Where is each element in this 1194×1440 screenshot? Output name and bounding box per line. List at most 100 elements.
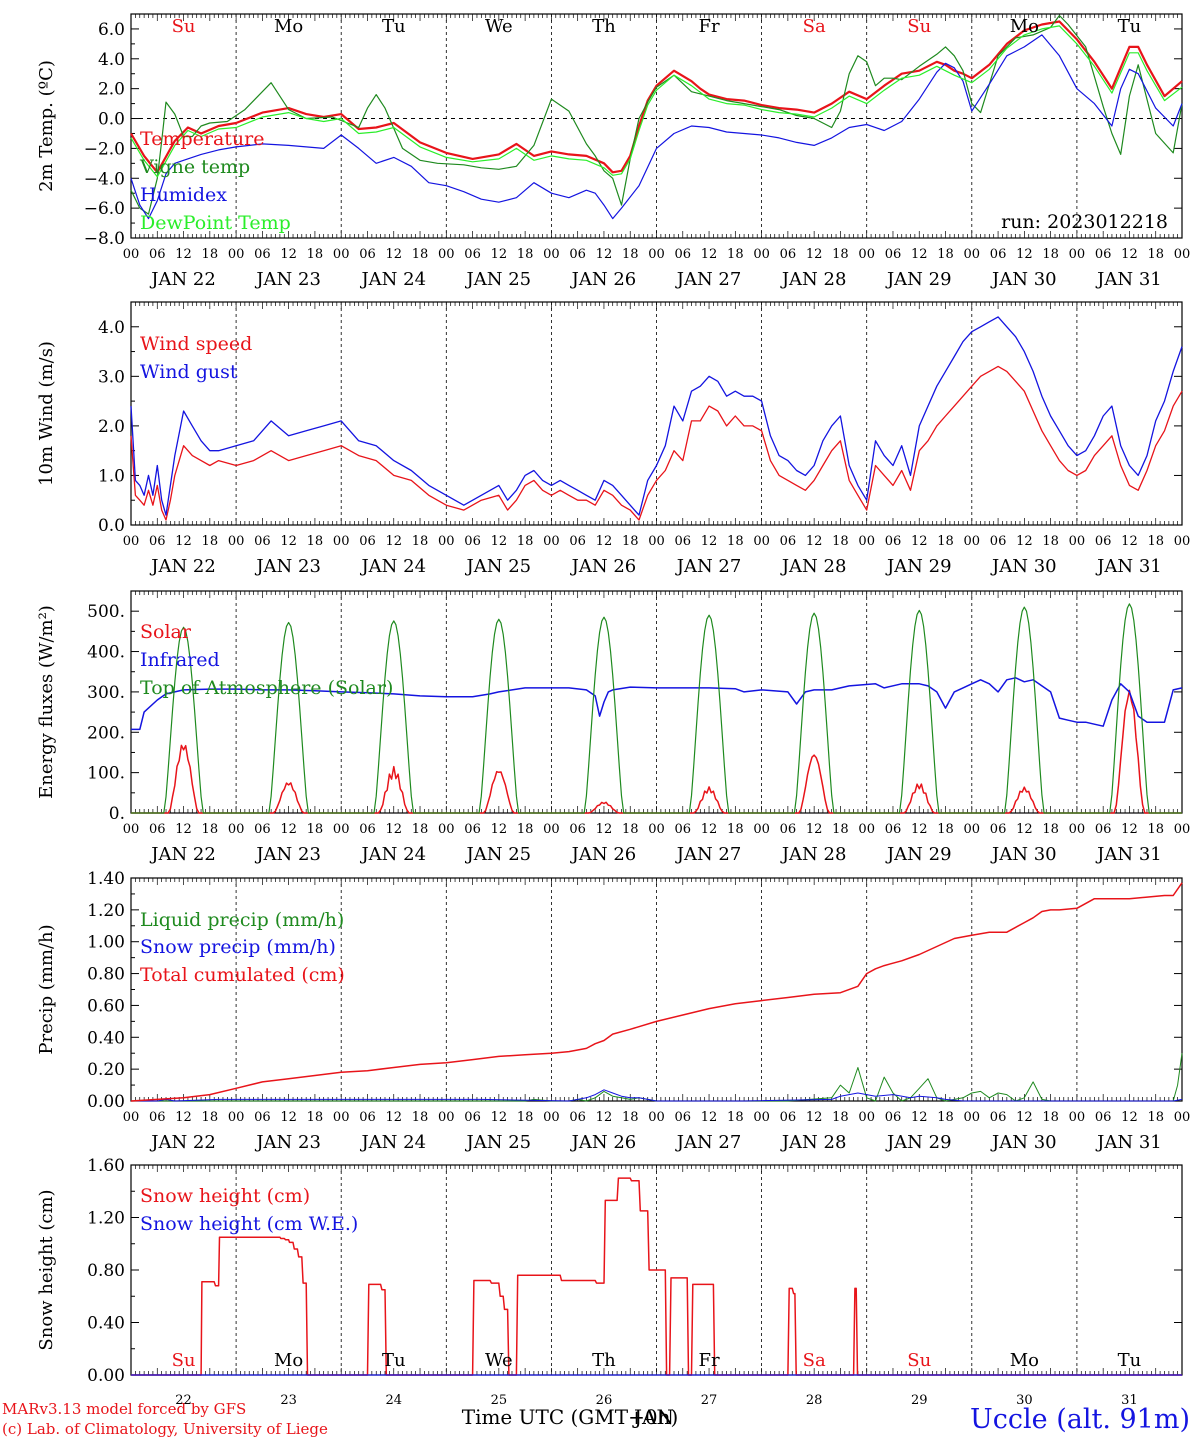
y-tick-label: 0.40 bbox=[87, 1028, 125, 1048]
hour-label: 06 bbox=[990, 534, 1007, 549]
hour-label: 18 bbox=[202, 1110, 219, 1125]
hour-label: 00 bbox=[753, 247, 770, 262]
date-label: JAN 25 bbox=[465, 1132, 532, 1153]
hour-label: 12 bbox=[280, 534, 297, 549]
hour-label: 00 bbox=[123, 1110, 140, 1125]
date-label: JAN 29 bbox=[885, 844, 952, 865]
hour-label: 00 bbox=[123, 247, 140, 262]
y-tick-label: 1.00 bbox=[87, 933, 125, 953]
day-of-week-label: Fr bbox=[699, 16, 720, 37]
hour-label: 00 bbox=[1069, 247, 1086, 262]
hour-label: 12 bbox=[175, 247, 192, 262]
hour-label: 00 bbox=[964, 247, 981, 262]
hour-label: 00 bbox=[228, 822, 245, 837]
y-tick-label: 0.40 bbox=[87, 1314, 125, 1334]
legend-wind-gust: Wind gust bbox=[140, 361, 238, 383]
hour-label: 12 bbox=[1016, 534, 1033, 549]
date-label: JAN 30 bbox=[990, 1132, 1057, 1153]
hour-label: 00 bbox=[648, 822, 665, 837]
hour-label: 00 bbox=[1174, 247, 1191, 262]
hour-label: 00 bbox=[1069, 822, 1086, 837]
legend-dewpoint-temp: DewPoint Temp bbox=[140, 212, 291, 234]
hour-label: 06 bbox=[569, 247, 586, 262]
date-label: JAN 26 bbox=[570, 556, 637, 577]
series-total-cumulated-cm bbox=[130, 882, 1183, 1102]
y-tick-label: 0. bbox=[109, 804, 125, 824]
date-label: JAN 29 bbox=[885, 556, 952, 577]
panel-1: 6.0 4.0 2.0 0.0 −2.0 −4.0 −6.0 −8.0 2m Temp. (ºC… bbox=[36, 13, 1191, 290]
model-credit: MARv3.13 model forced by GFS bbox=[2, 1400, 246, 1418]
date-label: JAN 24 bbox=[359, 844, 426, 865]
hour-label: 18 bbox=[307, 247, 324, 262]
hour-label: 00 bbox=[333, 1110, 350, 1125]
hour-label: 06 bbox=[149, 534, 166, 549]
hour-label: 12 bbox=[491, 247, 508, 262]
date-label: JAN 31 bbox=[1095, 1132, 1162, 1153]
legend-solar: Solar bbox=[140, 621, 192, 643]
hour-label: 18 bbox=[727, 822, 744, 837]
y-tick-label: 1.0 bbox=[98, 466, 125, 486]
hour-label: 00 bbox=[333, 534, 350, 549]
hour-label: 06 bbox=[675, 247, 692, 262]
legend-top-of-atmosphere-solar: Top of Atmosphere (Solar) bbox=[140, 677, 393, 699]
hour-label: 18 bbox=[1147, 247, 1164, 262]
day-of-week-label: Su bbox=[172, 16, 196, 37]
hour-label: 12 bbox=[596, 1110, 613, 1125]
date-label: JAN 31 bbox=[1095, 269, 1162, 290]
y-axis-label: Precip (mm/h) bbox=[36, 924, 57, 1054]
date-label: JAN 27 bbox=[675, 269, 742, 290]
y-tick-label: 0.00 bbox=[87, 1092, 125, 1112]
hour-label: 00 bbox=[543, 1110, 560, 1125]
hour-label: 06 bbox=[569, 534, 586, 549]
date-label: JAN 24 bbox=[359, 1132, 426, 1153]
hour-label: 18 bbox=[517, 1110, 534, 1125]
hour-label: 00 bbox=[753, 1110, 770, 1125]
date-label: JAN 25 bbox=[465, 844, 532, 865]
hour-label: 12 bbox=[1016, 822, 1033, 837]
run-label: run: 2023012218 bbox=[1001, 211, 1168, 233]
hour-label: 00 bbox=[964, 534, 981, 549]
y-tick-label: 2.0 bbox=[98, 80, 125, 100]
day-number-label: 28 bbox=[806, 1393, 823, 1408]
date-label: JAN 27 bbox=[675, 844, 742, 865]
hour-label: 12 bbox=[1121, 247, 1138, 262]
hour-label: 12 bbox=[911, 247, 928, 262]
date-label: JAN 23 bbox=[254, 269, 321, 290]
month-overlay: JAN bbox=[632, 1405, 674, 1429]
hour-label: 00 bbox=[858, 247, 875, 262]
date-label: JAN 23 bbox=[254, 556, 321, 577]
hour-label: 18 bbox=[307, 534, 324, 549]
hour-label: 06 bbox=[464, 822, 481, 837]
day-of-week-label: We bbox=[485, 1350, 513, 1371]
hour-label: 00 bbox=[543, 247, 560, 262]
hour-label: 06 bbox=[254, 247, 271, 262]
hour-label: 18 bbox=[622, 822, 639, 837]
y-tick-label: 0.60 bbox=[87, 996, 125, 1016]
day-of-week-label: Su bbox=[907, 1350, 931, 1371]
hour-label: 06 bbox=[1095, 822, 1112, 837]
hour-label: 12 bbox=[1121, 822, 1138, 837]
y-axis-label: Energy fluxes (W/m²) bbox=[36, 605, 57, 799]
panel-4: 0.00 0.20 0.40 0.60 0.80 1.00 1.20 1.40 Precip (… bbox=[36, 869, 1190, 1153]
hour-label: 12 bbox=[1016, 247, 1033, 262]
legend-vigne-temp: Vigne temp bbox=[139, 156, 250, 178]
y-tick-label: 3.0 bbox=[98, 367, 125, 387]
series-humidex bbox=[130, 34, 1183, 220]
hour-label: 00 bbox=[1069, 1110, 1086, 1125]
hour-label: 06 bbox=[464, 534, 481, 549]
y-tick-label: 1.40 bbox=[87, 869, 125, 889]
day-of-week-label: Su bbox=[907, 16, 931, 37]
hour-label: 18 bbox=[832, 822, 849, 837]
hour-label: 06 bbox=[569, 822, 586, 837]
hour-label: 12 bbox=[701, 534, 718, 549]
lab-credit: (c) Lab. of Climatology, University of L… bbox=[2, 1420, 328, 1438]
hour-label: 12 bbox=[491, 534, 508, 549]
date-label: JAN 26 bbox=[570, 844, 637, 865]
hour-label: 06 bbox=[569, 1110, 586, 1125]
day-of-week-label: Sa bbox=[803, 1350, 826, 1371]
hour-label: 06 bbox=[464, 1110, 481, 1125]
y-axis-label: Snow height (cm) bbox=[36, 1189, 57, 1350]
date-label: JAN 31 bbox=[1095, 556, 1162, 577]
day-of-week-label: We bbox=[485, 16, 513, 37]
hour-label: 00 bbox=[1174, 534, 1191, 549]
